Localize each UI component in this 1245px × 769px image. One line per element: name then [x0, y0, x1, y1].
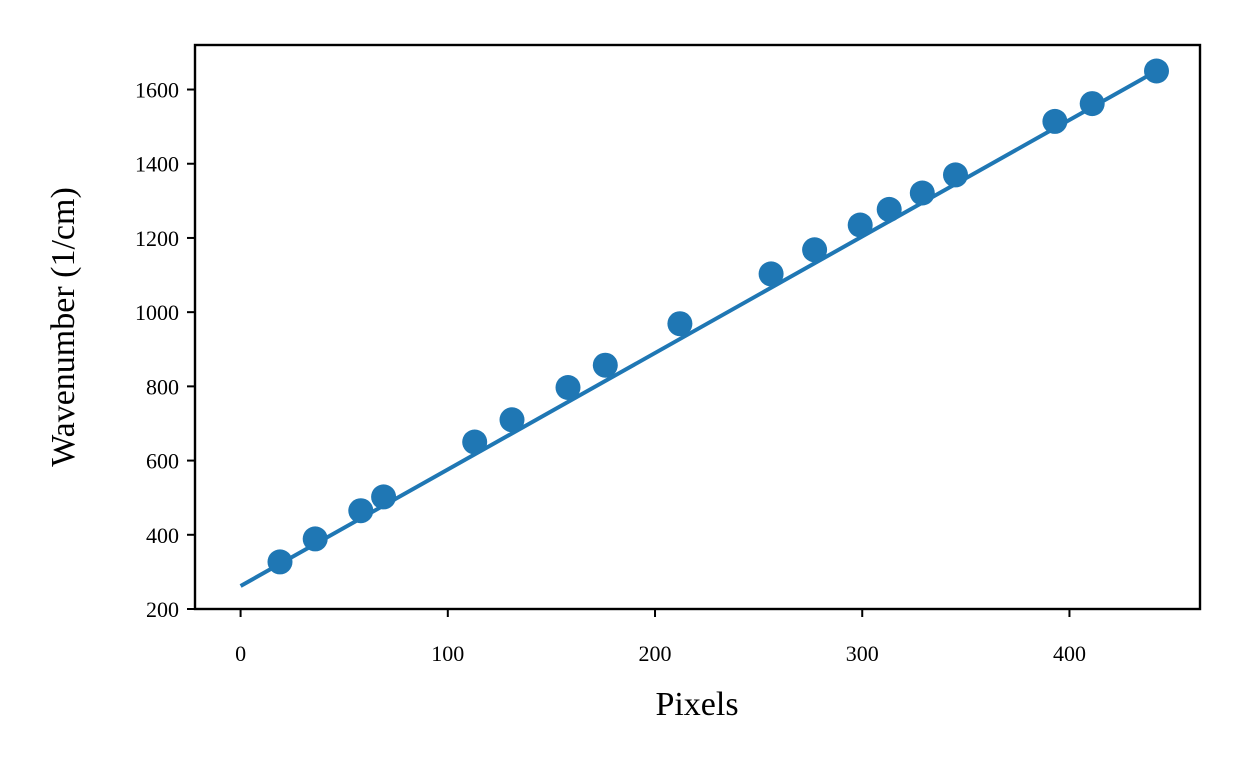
y-axis-label: Wavenumber (1/cm) [45, 187, 82, 467]
x-tick-label: 400 [1053, 641, 1086, 666]
data-point [909, 180, 935, 206]
x-tick-label: 0 [235, 641, 246, 666]
y-tick-label: 200 [146, 597, 179, 622]
y-tick-label: 1400 [135, 152, 179, 177]
x-tick-label: 300 [846, 641, 879, 666]
plot-marks [239, 58, 1169, 588]
data-point [462, 429, 488, 455]
y-tick-label: 800 [146, 374, 179, 399]
data-point [555, 375, 581, 400]
y-tick-label: 400 [146, 523, 179, 548]
data-point [1042, 108, 1068, 134]
data-point [499, 407, 525, 433]
data-point [302, 526, 328, 552]
data-point [802, 237, 828, 263]
x-tick-label: 200 [639, 641, 672, 666]
data-point [876, 196, 902, 222]
y-axis: 200 400 600 800 1000 1200 1400 1600 [135, 78, 195, 622]
data-point [267, 549, 293, 575]
data-point [371, 484, 397, 510]
data-point [943, 162, 968, 188]
y-tick-label: 1600 [135, 78, 179, 103]
data-point [1079, 91, 1105, 117]
x-axis: 0 100 200 300 400 [235, 609, 1086, 666]
plot-frame [193, 43, 1202, 611]
y-tick-label: 1000 [135, 300, 179, 325]
y-tick-label: 1200 [135, 226, 179, 251]
y-tick-label: 600 [146, 449, 179, 474]
data-point [758, 261, 784, 287]
data-point [592, 352, 618, 378]
x-axis-label: Pixels [655, 686, 738, 723]
data-point [348, 498, 374, 524]
x-tick-label: 100 [431, 641, 464, 666]
data-point [1144, 58, 1169, 84]
data-point [847, 212, 873, 238]
data-point [667, 311, 693, 337]
